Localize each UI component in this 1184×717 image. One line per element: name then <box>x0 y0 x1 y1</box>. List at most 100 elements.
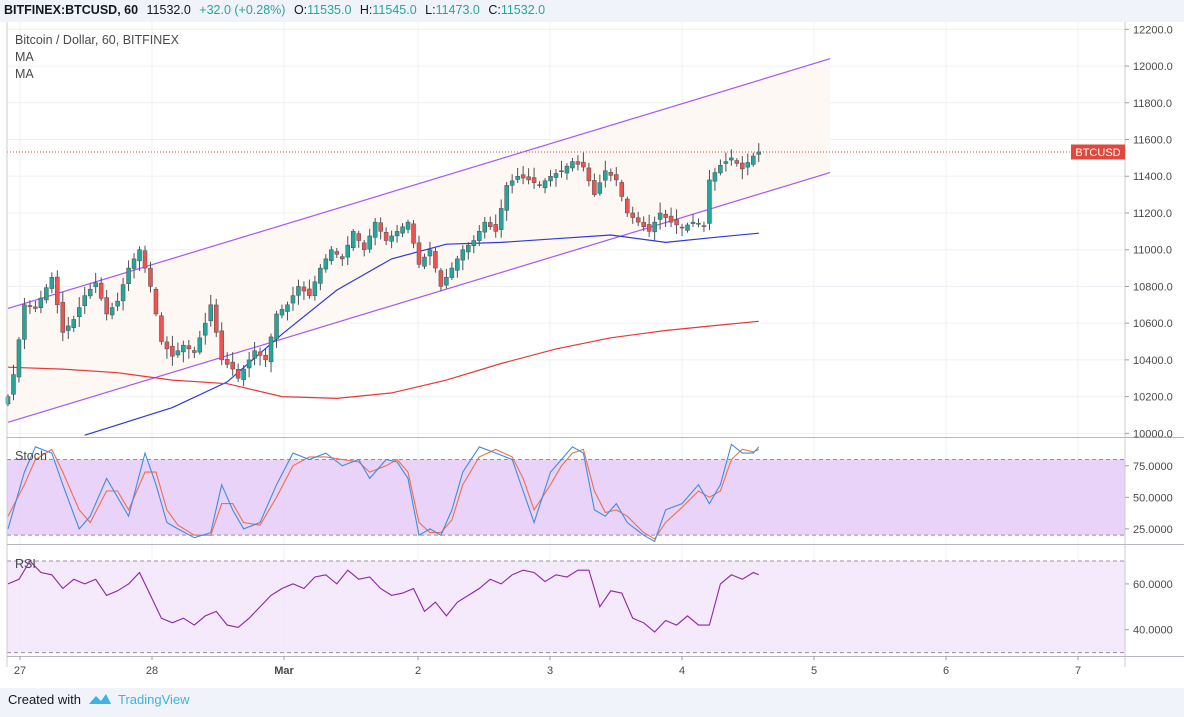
candle-body <box>663 214 668 218</box>
symbol-label[interactable]: BITFINEX:BTCUSD, 60 <box>4 3 139 17</box>
candle-body <box>597 182 603 194</box>
candle-body <box>570 161 575 169</box>
chart-area[interactable]: 10000.0 10200.0 10400.0 10600.0 10800.0 11000… <box>0 22 1184 687</box>
candle-body <box>657 212 663 220</box>
y-tick-label: 11400.0 <box>1133 171 1172 183</box>
candle-body <box>361 242 367 250</box>
low-value: 11473.0 <box>435 3 480 17</box>
x-tick-label: 4 <box>679 665 685 677</box>
y-tick-label: 10400.0 <box>1133 355 1173 367</box>
y-tick-label: 25.0000 <box>1133 524 1173 536</box>
candle-body <box>175 350 181 356</box>
candle-body <box>241 368 246 381</box>
rsi-band <box>7 561 1125 653</box>
created-with-label: Created with <box>8 692 81 707</box>
candle-body <box>372 221 378 238</box>
price-tag-label: BTCUSD <box>1075 147 1120 159</box>
candle-body <box>109 307 115 316</box>
candle-body <box>433 251 438 269</box>
candle-body <box>740 162 745 170</box>
candle-body <box>197 337 203 353</box>
candle-body <box>5 396 11 405</box>
open-value: 11535.0 <box>307 3 352 17</box>
candle-body <box>707 179 712 224</box>
candle-body <box>630 212 635 218</box>
ma-fast-line <box>84 232 759 436</box>
candle-body <box>679 226 685 229</box>
y-tick-label: 10800.0 <box>1133 281 1173 293</box>
candle-body <box>729 157 734 161</box>
stoch-legend[interactable]: Stoch <box>15 449 47 463</box>
candle-body <box>378 222 383 232</box>
ma-legend-1[interactable]: MA <box>15 50 34 64</box>
candle-body <box>471 240 477 247</box>
x-tick-label: 7 <box>1075 665 1081 677</box>
candle-body <box>38 297 44 309</box>
candle-body <box>422 256 427 267</box>
y-tick-label: 10000.0 <box>1133 428 1173 440</box>
candle-body <box>350 231 356 249</box>
candle-body <box>400 226 405 234</box>
candle-body <box>148 267 153 287</box>
candle-body <box>531 177 537 183</box>
candle-body <box>751 155 756 165</box>
candle-body <box>745 162 751 168</box>
close-label: C: <box>488 3 501 17</box>
y-tick-label: 12200.0 <box>1133 24 1173 36</box>
candle-body <box>652 221 657 233</box>
candle-body <box>619 182 625 197</box>
candle-body <box>411 223 416 244</box>
candle-body <box>482 221 488 233</box>
candle-body <box>701 225 707 227</box>
candle-body <box>22 304 27 340</box>
candle-body <box>203 322 208 336</box>
high-value: 11545.0 <box>372 3 417 17</box>
candle-body <box>537 184 542 186</box>
candle-body <box>685 224 690 231</box>
candle-body <box>635 217 641 223</box>
tradingview-logo-icon <box>89 694 111 704</box>
candle-body <box>394 231 400 237</box>
candle-body <box>455 258 460 271</box>
candle-body <box>383 232 389 241</box>
y-tick-label: 11000.0 <box>1133 245 1172 257</box>
candle-body <box>509 180 515 186</box>
candle-body <box>449 267 455 278</box>
candle-body <box>515 175 520 180</box>
candle-body <box>592 180 597 195</box>
candle-body <box>444 276 449 286</box>
ma-legend-2[interactable]: MA <box>15 67 34 81</box>
candle-body <box>307 288 312 296</box>
rsi-legend[interactable]: RSI <box>15 557 36 571</box>
candle-body <box>712 172 718 182</box>
candle-body <box>224 359 230 365</box>
candle-body <box>131 258 137 269</box>
candle-body <box>487 222 493 227</box>
candle-body <box>290 295 296 304</box>
x-tick-label: 3 <box>547 665 553 677</box>
x-tick-label: 2 <box>415 665 421 677</box>
candle-body <box>559 170 564 172</box>
candle-body <box>723 161 729 164</box>
y-tick-label: 12000.0 <box>1133 61 1173 73</box>
candle-body <box>49 276 55 289</box>
x-tick-label: 28 <box>146 665 158 677</box>
candle-body <box>126 267 131 284</box>
candle-body <box>246 359 252 369</box>
candle-body <box>690 221 696 224</box>
candle-body <box>526 176 531 181</box>
candle-body <box>98 282 104 299</box>
candle-body <box>213 304 219 333</box>
candle-body <box>477 231 482 241</box>
candle-body <box>66 325 71 331</box>
price-tag: BTCUSD <box>1071 144 1125 160</box>
candle-body <box>312 281 318 296</box>
candle-body <box>16 339 22 378</box>
candle-body <box>548 175 553 182</box>
candle-body <box>104 297 109 315</box>
tradingview-brand[interactable]: TradingView <box>118 692 190 707</box>
candle-body <box>219 330 224 361</box>
candle-body <box>71 319 77 328</box>
candle-body <box>340 256 345 260</box>
candle-body <box>235 369 241 379</box>
